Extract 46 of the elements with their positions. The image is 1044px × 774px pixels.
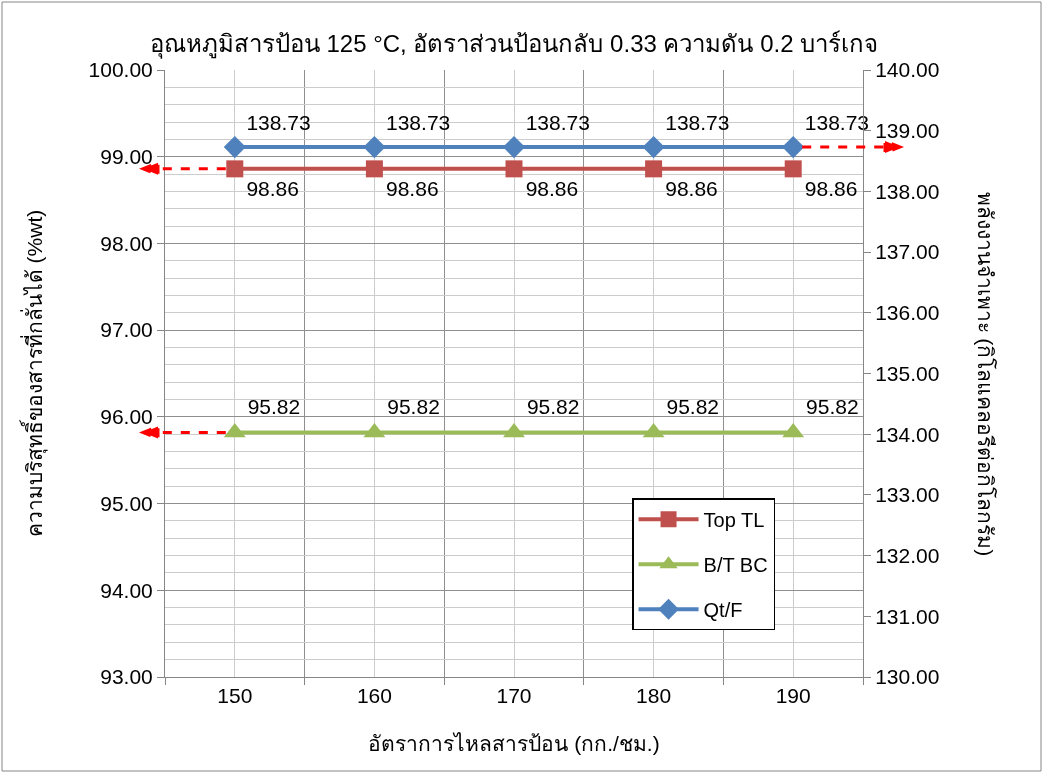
x-tick-label: 160 xyxy=(356,684,392,708)
y2-tick-label: 138.00 xyxy=(875,179,940,203)
y-tick-label: 94.00 xyxy=(100,578,153,602)
y2-tick-label: 130.00 xyxy=(875,665,940,689)
y2-tick-label: 132.00 xyxy=(875,543,940,567)
y2-tick-label: 133.00 xyxy=(875,483,940,507)
y-tick-label: 99.00 xyxy=(100,145,153,169)
data-label: 95.82 xyxy=(526,395,580,419)
y-tick-label: 96.00 xyxy=(100,405,153,429)
legend-label: Top TL xyxy=(703,509,765,532)
data-label: 98.86 xyxy=(246,177,299,201)
y2-tick-label: 131.00 xyxy=(875,604,940,628)
x-tick-label: 180 xyxy=(636,684,672,708)
x-tick-label: 190 xyxy=(775,684,811,708)
x-axis-title: อัตราการไหลสารป้อน (กก./ชม.) xyxy=(368,732,660,756)
y2-tick-label: 135.00 xyxy=(875,361,940,385)
data-label: 98.86 xyxy=(386,177,439,201)
y2-tick-label: 136.00 xyxy=(875,301,940,325)
y-axis-title: ความบริสุทธิ์ของสารที่กลั่นได้ (%wt) xyxy=(18,209,48,538)
x-tick-label: 150 xyxy=(217,684,253,708)
data-label: 138.73 xyxy=(246,111,311,135)
y-tick-label: 98.00 xyxy=(100,231,153,255)
y-tick-label: 100.00 xyxy=(88,58,153,82)
legend-label: B/T BC xyxy=(703,554,768,577)
chart-title: อุณหภูมิสารป้อน 125 °C, อัตราส่วนป้อนกลับ 0.33 ความดัน 0.2 บาร์เกจ xyxy=(149,30,879,60)
y-tick-label: 95.00 xyxy=(100,491,153,515)
y2-tick-label: 134.00 xyxy=(875,422,940,446)
data-label: 95.82 xyxy=(666,395,720,419)
y2-tick-label: 140.00 xyxy=(875,58,940,82)
data-label: 95.82 xyxy=(247,395,301,419)
y-tick-label: 97.00 xyxy=(100,318,153,342)
data-label: 95.82 xyxy=(806,395,859,419)
data-label: 98.86 xyxy=(665,177,718,201)
data-label: 95.82 xyxy=(387,395,440,419)
x-tick-label: 170 xyxy=(496,684,532,708)
data-label: 138.73 xyxy=(665,111,730,135)
y-tick-label: 93.00 xyxy=(100,665,153,689)
data-label: 138.73 xyxy=(804,111,870,135)
y2-tick-label: 137.00 xyxy=(875,240,940,264)
data-label: 138.73 xyxy=(386,111,451,135)
data-label: 98.86 xyxy=(525,177,579,201)
data-label: 98.86 xyxy=(804,177,858,201)
data-label: 138.73 xyxy=(525,111,590,135)
y2-axis-title: พลังงานจำเพาะ (กิโลแคลอรีต่อกิโลกรัม) xyxy=(973,191,997,557)
y2-tick-label: 139.00 xyxy=(875,119,940,143)
legend-label: Qt/F xyxy=(703,599,743,622)
